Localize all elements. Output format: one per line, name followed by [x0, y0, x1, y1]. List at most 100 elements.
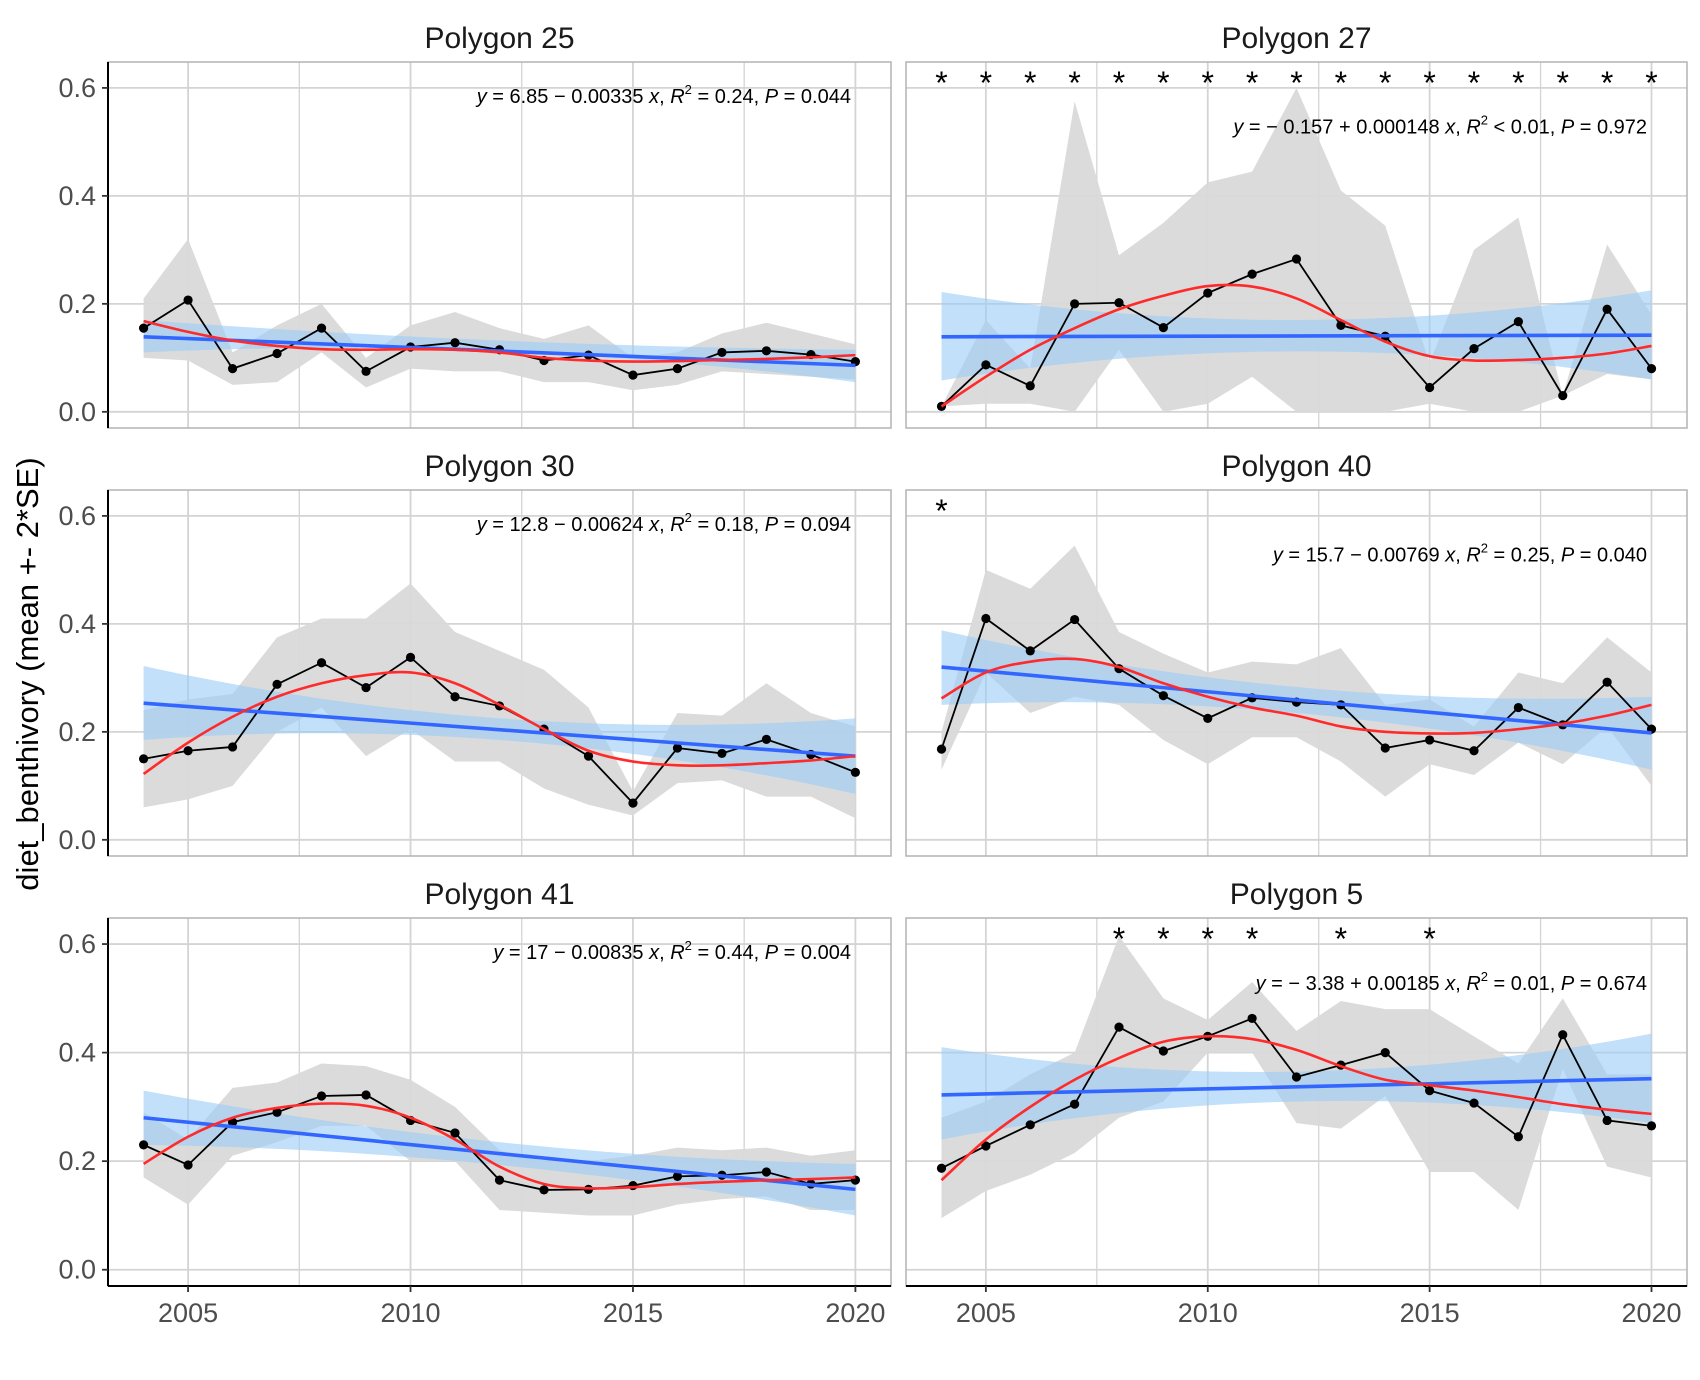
- equation-part: <: [1488, 117, 1511, 139]
- equation-part: =: [778, 86, 801, 108]
- mean-point-2012: [494, 1175, 505, 1185]
- equation-part: y: [475, 86, 488, 108]
- mean-point-2016: [672, 743, 683, 753]
- equation-part: 12.8 − 0.00624: [510, 514, 644, 536]
- y-tick-label: 0.0: [58, 397, 96, 427]
- mean-point-2009: [1158, 691, 1168, 701]
- equation-part: 0.004: [801, 942, 851, 964]
- x-tick-label: 2015: [603, 1298, 663, 1328]
- equation-part: =: [1574, 545, 1597, 567]
- mean-point-2011: [450, 338, 460, 348]
- significance-star-2010: *: [1202, 921, 1214, 957]
- mean-point-2005: [981, 1141, 991, 1151]
- equation-part: y: [491, 942, 504, 964]
- panel-title: Polygon 5: [1230, 878, 1363, 911]
- mean-point-2009: [361, 682, 371, 693]
- equation-part: P: [1561, 973, 1575, 995]
- significance-star-2004: *: [935, 65, 947, 101]
- panel-polygon-30: Polygon 30 y = 12.8 − 0.00624 x, R2 = 0.1…: [58, 450, 892, 857]
- equation-part: ,: [754, 86, 765, 108]
- significance-star-2013: *: [1335, 65, 1347, 101]
- mean-point-2010: [1203, 288, 1213, 298]
- equation-part: R: [1466, 545, 1480, 567]
- equation-part: ,: [754, 942, 765, 964]
- equation-part: ,: [1550, 545, 1561, 567]
- linear-fit-line: [143, 1115, 856, 1192]
- mean-point-2012: [1291, 1072, 1302, 1082]
- equation-part: 0.094: [801, 514, 851, 536]
- mean-point-2006: [227, 364, 238, 374]
- mean-point-2019: [1602, 1115, 1612, 1126]
- mean-point-2007: [1070, 299, 1080, 309]
- panel-title: Polygon 40: [1221, 450, 1371, 483]
- linear-fit-line: [941, 665, 1652, 735]
- mean-point-2014: [583, 751, 594, 761]
- equation-part: =: [1243, 117, 1266, 139]
- loess-curve: [143, 319, 856, 363]
- significance-star-2013: *: [1335, 921, 1347, 957]
- equation-part: R: [670, 942, 684, 964]
- significance-star-2018: *: [1557, 65, 1569, 101]
- mean-point-2005: [981, 360, 991, 370]
- mean-point-2013: [539, 1185, 549, 1195]
- mean-point-2016: [672, 364, 683, 374]
- equation-part: P: [1561, 545, 1575, 567]
- equation-part: ,: [659, 514, 670, 536]
- significance-star-2019: *: [1601, 65, 1613, 101]
- panel-polygon-27: Polygon 27* * * * * * * * * * * * * * * * *y = − 0.157 +…: [905, 22, 1688, 429]
- mean-point-2007: [1070, 1099, 1080, 1109]
- equation-part: R: [670, 514, 684, 536]
- y-tick-label: 0.2: [58, 1146, 96, 1176]
- loess-curve: [940, 283, 1652, 408]
- mean-point-2004: [138, 1140, 149, 1150]
- equation-part: =: [1266, 973, 1289, 995]
- panel-border: [905, 61, 1688, 429]
- mean-point-2019: [1602, 677, 1612, 687]
- equation-part: 0.25: [1511, 545, 1550, 567]
- equation-part: 15.7 − 0.00769: [1306, 545, 1440, 567]
- equation-part: y: [1231, 117, 1244, 139]
- mean-point-2007: [272, 348, 282, 359]
- mean-point-2018: [1558, 391, 1568, 401]
- equation-part: P: [1561, 117, 1575, 139]
- mean-point-2014: [1380, 1048, 1390, 1058]
- mean-point-2016: [1469, 1098, 1479, 1108]
- equation-part: R: [1466, 117, 1480, 139]
- mean-point-2015: [628, 798, 638, 808]
- loess-curve: [940, 657, 1652, 735]
- significance-star-2004: *: [935, 493, 947, 529]
- equation-part: 0.01: [1511, 973, 1550, 995]
- y-tick-label: 0.6: [58, 929, 96, 959]
- significance-star-2011: *: [1246, 65, 1258, 101]
- mean-point-2017: [717, 748, 727, 759]
- equation-part: ,: [1550, 973, 1561, 995]
- mean-point-2008: [316, 323, 327, 333]
- equation-part: 2: [1481, 113, 1488, 128]
- equation-part: =: [778, 942, 801, 964]
- x-tick-label: 2005: [158, 1298, 218, 1328]
- significance-star-2014: *: [1379, 65, 1391, 101]
- equation-part: =: [692, 514, 715, 536]
- equation-part: − 3.38 + 0.00185: [1288, 973, 1439, 995]
- x-tick-label: 2015: [1400, 1298, 1460, 1328]
- mean-point-2005: [981, 613, 991, 624]
- equation-part: 2: [1481, 541, 1488, 556]
- mean-point-2004: [936, 744, 947, 754]
- mean-point-2011: [450, 692, 460, 702]
- equation-part: 0.44: [715, 942, 754, 964]
- mean-point-2015: [1425, 382, 1435, 393]
- regression-equation: y = 12.8 − 0.00624 x, R2 = 0.18, P = 0.0…: [475, 510, 851, 536]
- regression-equation: y = − 0.157 + 0.000148 x, R2 < 0.01, P =…: [1231, 113, 1647, 139]
- linear-fit-line: [941, 333, 1652, 339]
- mean-point-2008: [316, 1091, 327, 1101]
- mean-point-2018: [761, 346, 772, 356]
- regression-equation: y = 17 − 0.00835 x, R2 = 0.44, P = 0.004: [491, 938, 851, 964]
- equation-part: =: [1574, 117, 1597, 139]
- loess-curve: [142, 1102, 856, 1190]
- panel-title: Polygon 41: [424, 878, 574, 911]
- equation-part: P: [765, 86, 779, 108]
- y-tick-label: 0.0: [58, 825, 96, 855]
- equation-part: ,: [1455, 973, 1466, 995]
- mean-point-2006: [227, 742, 238, 752]
